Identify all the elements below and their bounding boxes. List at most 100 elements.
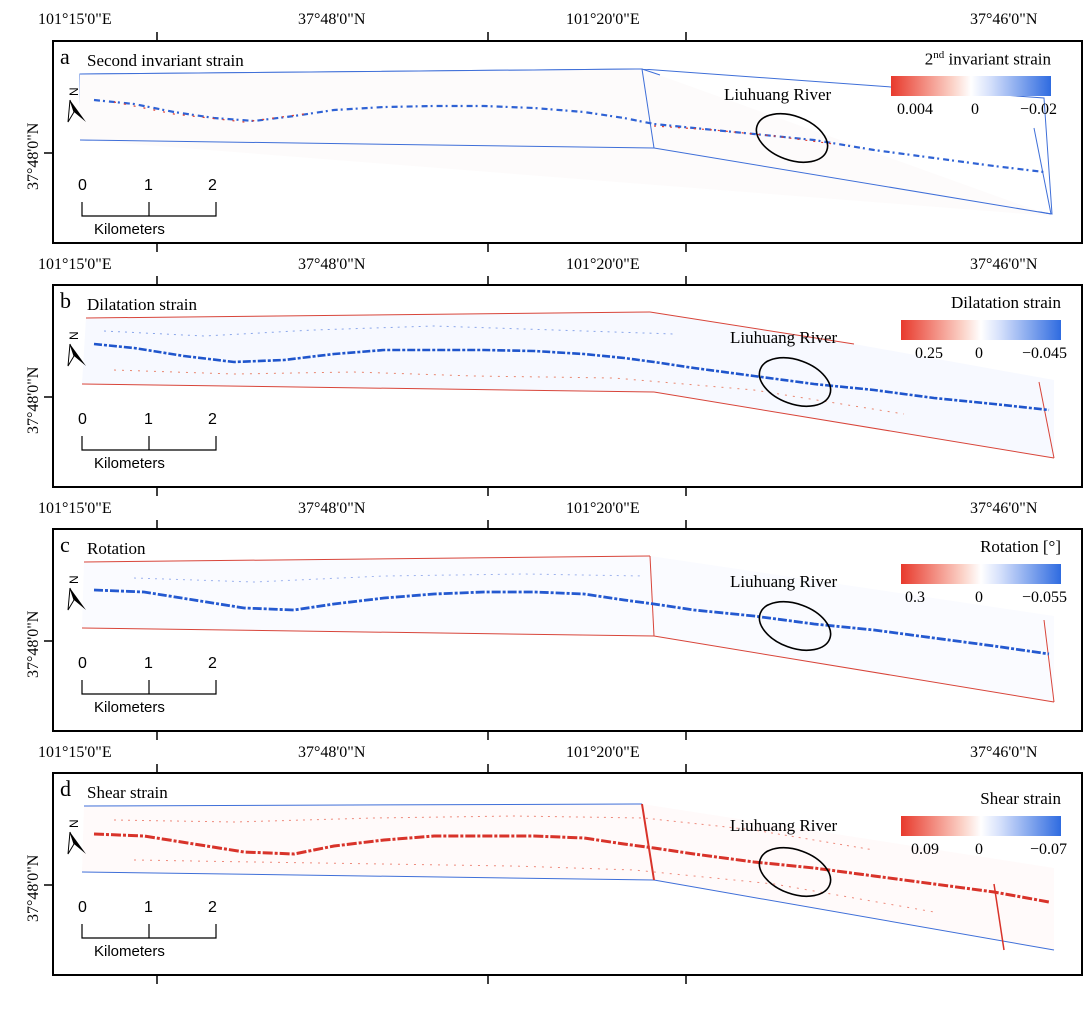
highlight-ellipse (758, 846, 832, 898)
lat-label-right: 37°46'0"N (970, 256, 1038, 273)
lat-label-mid: 37°48'0"N (298, 744, 366, 761)
highlight-ellipse (755, 112, 829, 164)
scale-unit: Kilometers (94, 943, 165, 960)
scale-tick: 1 (144, 655, 153, 672)
panel-letter: c (60, 532, 70, 557)
legend-max: −0.045 (1021, 345, 1067, 362)
svg-text:N: N (67, 331, 81, 340)
panel-a: a Second invariant strain Liuhuang River… (52, 40, 1083, 244)
panel-title: Second invariant strain (87, 51, 244, 70)
legend-max: −0.02 (1019, 101, 1057, 118)
svg-text:N: N (67, 575, 81, 584)
scale-bar: 0 1 2 Kilometers (74, 900, 224, 960)
scale-bar: 0 1 2 Kilometers (74, 656, 224, 716)
legend-title: Rotation [°] (980, 537, 1061, 556)
river-label: Liuhuang River (730, 328, 838, 347)
fault-trace (93, 832, 1050, 904)
scale-tick: 2 (208, 411, 217, 428)
scale-tick: 1 (144, 177, 153, 194)
scale-unit: Kilometers (94, 699, 165, 716)
scale-tick: 0 (78, 177, 87, 194)
river-label: Liuhuang River (724, 85, 832, 104)
panel-c: c Rotation Liuhuang River N 0 1 2 Kilome… (52, 528, 1083, 732)
panel-b: b Dilatation strain Liuhuang River N 0 1… (52, 284, 1083, 488)
legend-zero: 0 (975, 345, 983, 362)
lon-label-right: 101°20'0"E (566, 11, 640, 28)
lat-label-right: 37°46'0"N (970, 11, 1038, 28)
legend-min: 0.3 (905, 589, 925, 606)
panel-letter: a (60, 44, 70, 69)
scale-tick: 0 (78, 655, 87, 672)
legend-min: 0.25 (915, 345, 943, 362)
strain-map (81, 311, 1055, 459)
legend-title: Dilatation strain (950, 293, 1061, 312)
panel-d: d Shear strain Liuhuang River N 0 1 2 Ki… (52, 772, 1083, 976)
panel-title: Shear strain (87, 783, 168, 802)
scale-tick: 2 (208, 177, 217, 194)
lon-label-left: 101°15'0"E (38, 11, 112, 28)
legend-zero: 0 (975, 589, 983, 606)
panel-letter: d (60, 776, 71, 801)
legend-max: −0.055 (1021, 589, 1067, 606)
scale-bar: 0 1 2 Kilometers (74, 412, 224, 472)
color-ramp (891, 76, 1051, 96)
color-legend: Shear strain 0.09 0 −0.07 (891, 789, 1067, 870)
fault-trace (93, 98, 1045, 174)
north-arrow-icon: N (67, 87, 86, 123)
panel-title: Rotation (87, 539, 146, 558)
highlight-ellipse (758, 356, 832, 408)
scale-tick: 1 (144, 899, 153, 916)
fault-trace (93, 588, 1050, 656)
lon-label-right: 101°20'0"E (566, 744, 640, 761)
strain-map (81, 555, 1055, 703)
highlight-ellipse (758, 600, 832, 652)
color-ramp (901, 320, 1061, 340)
lat-label-right: 37°46'0"N (970, 744, 1038, 761)
scale-bar: 0 1 2 Kilometers (74, 178, 224, 238)
color-legend: 2nd invariant strain 0.004 0 −0.02 (881, 49, 1057, 130)
legend-min: 0.004 (897, 101, 933, 118)
lon-label-left: 101°15'0"E (38, 744, 112, 761)
lat-label-mid: 37°48'0"N (298, 11, 366, 28)
scale-unit: Kilometers (94, 455, 165, 472)
lat-label-side: 37°48'0"N (25, 854, 42, 922)
lat-label-mid: 37°48'0"N (298, 256, 366, 273)
lon-label-right: 101°20'0"E (566, 500, 640, 517)
svg-text:N: N (67, 87, 81, 96)
lat-label-side: 37°48'0"N (25, 366, 42, 434)
panel-letter: b (60, 288, 71, 313)
scale-tick: 0 (78, 899, 87, 916)
legend-zero: 0 (975, 841, 983, 858)
scale-tick: 2 (208, 899, 217, 916)
north-arrow-icon: N (67, 331, 86, 367)
legend-zero: 0 (971, 101, 979, 118)
lat-label-right: 37°46'0"N (970, 500, 1038, 517)
legend-min: 0.09 (911, 841, 939, 858)
strain-map (81, 803, 1055, 951)
north-arrow-icon: N (67, 819, 86, 855)
color-legend: Dilatation strain 0.25 0 −0.045 (891, 293, 1067, 374)
color-legend: Rotation [°] 0.3 0 −0.055 (891, 537, 1067, 618)
scale-unit: Kilometers (94, 221, 165, 238)
scale-tick: 0 (78, 411, 87, 428)
lon-label-left: 101°15'0"E (38, 500, 112, 517)
scale-tick: 2 (208, 655, 217, 672)
river-label: Liuhuang River (730, 816, 838, 835)
strain-map (79, 68, 1053, 216)
lat-label-side: 37°48'0"N (25, 610, 42, 678)
north-arrow-icon: N (67, 575, 86, 611)
color-ramp (901, 564, 1061, 584)
legend-title: 2nd invariant strain (924, 49, 1051, 69)
legend-max: −0.07 (1029, 841, 1067, 858)
svg-text:N: N (67, 819, 81, 828)
lon-label-right: 101°20'0"E (566, 256, 640, 273)
river-label: Liuhuang River (730, 572, 838, 591)
fault-trace (93, 342, 1050, 412)
lat-label-side: 37°48'0"N (25, 122, 42, 190)
lon-label-left: 101°15'0"E (38, 256, 112, 273)
scale-tick: 1 (144, 411, 153, 428)
panel-title: Dilatation strain (87, 295, 198, 314)
legend-title: Shear strain (980, 789, 1061, 808)
lat-label-mid: 37°48'0"N (298, 500, 366, 517)
color-ramp (901, 816, 1061, 836)
